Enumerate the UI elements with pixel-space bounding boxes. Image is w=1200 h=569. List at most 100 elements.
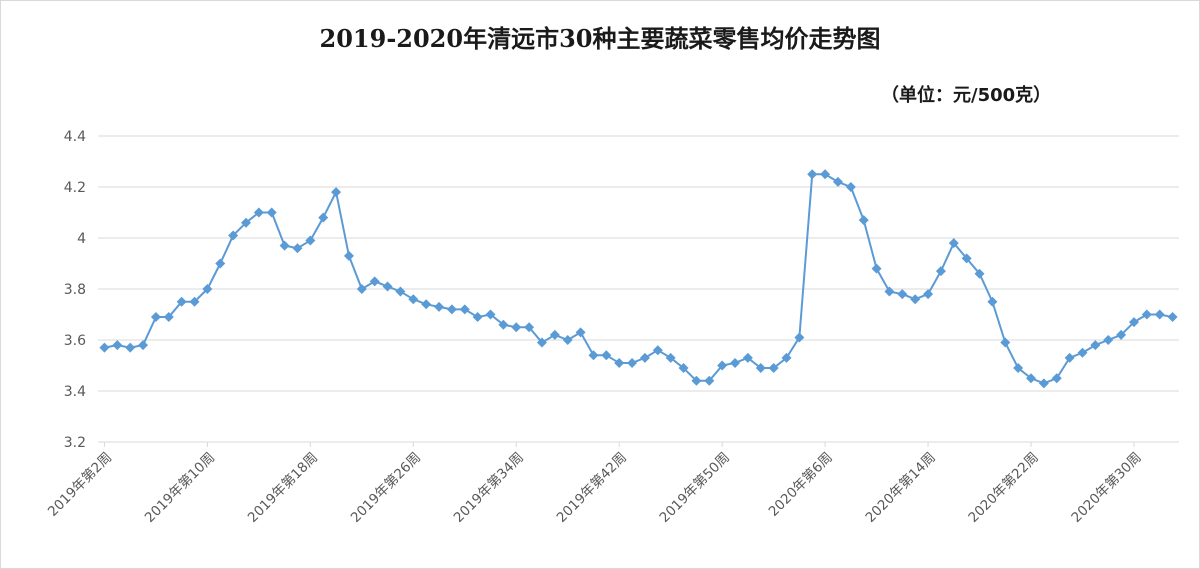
data-point — [1090, 340, 1101, 351]
data-point — [459, 304, 470, 315]
data-point — [575, 327, 586, 338]
data-point — [781, 352, 792, 363]
data-point — [858, 215, 869, 226]
data-point — [627, 357, 638, 368]
y-tick-label: 4 — [77, 231, 86, 247]
y-tick-label: 3.6 — [64, 333, 86, 349]
data-point — [253, 207, 264, 218]
data-point — [768, 363, 779, 374]
data-point — [832, 176, 843, 187]
data-point — [923, 289, 934, 300]
data-point — [1000, 337, 1011, 348]
data-point — [1038, 378, 1049, 389]
data-point — [292, 243, 303, 254]
data-point — [356, 284, 367, 294]
data-point — [948, 238, 959, 249]
data-point — [318, 212, 329, 223]
data-point — [472, 312, 483, 323]
x-tick-label: 2019年第10周 — [141, 449, 218, 526]
data-point — [974, 268, 985, 279]
data-point — [704, 375, 715, 386]
x-tick-label: 2020年第22周 — [965, 449, 1042, 526]
data-point — [125, 342, 136, 353]
x-tick-label: 2019年第50周 — [656, 449, 733, 526]
x-tick-label: 2020年第6周 — [765, 449, 836, 520]
data-point — [884, 286, 895, 297]
x-tick-label: 2019年第34周 — [450, 449, 527, 526]
data-point — [240, 217, 251, 228]
data-point — [485, 309, 496, 320]
data-point — [691, 375, 702, 386]
data-point — [549, 329, 560, 340]
data-point — [421, 299, 432, 310]
x-tick-label: 2019年第42周 — [553, 449, 630, 526]
data-point — [305, 235, 316, 246]
data-point — [446, 304, 457, 315]
data-point — [279, 240, 290, 251]
data-point — [99, 342, 110, 353]
data-point — [1026, 373, 1037, 384]
data-point — [1154, 309, 1165, 320]
data-point — [794, 332, 805, 343]
x-tick-label: 2019年第18周 — [244, 449, 321, 526]
data-point — [665, 352, 676, 363]
data-point — [395, 286, 406, 297]
data-point — [228, 230, 239, 241]
data-point — [1051, 373, 1062, 384]
data-point — [266, 207, 277, 218]
data-point — [434, 301, 445, 312]
data-point — [369, 276, 380, 287]
data-point — [1064, 352, 1075, 363]
data-point — [382, 281, 393, 292]
data-point — [1167, 312, 1178, 323]
data-point — [601, 350, 612, 361]
data-points — [99, 169, 1178, 389]
data-point — [897, 289, 908, 300]
data-point — [202, 284, 213, 294]
y-axis-labels: 3.2 3.4 3.6 3.8 4 4.2 4.4 — [64, 129, 86, 451]
data-point — [331, 187, 342, 198]
y-tick-label: 3.2 — [64, 435, 86, 451]
data-point — [639, 352, 650, 363]
data-point — [871, 263, 882, 274]
x-tick-label: 2020年第14周 — [862, 449, 939, 526]
y-tick-label: 3.8 — [64, 282, 86, 298]
data-point — [755, 363, 766, 374]
data-point — [536, 337, 547, 348]
data-point — [562, 335, 573, 345]
data-point — [112, 340, 123, 351]
data-point — [498, 319, 509, 330]
x-tick-label: 2020年第30周 — [1068, 449, 1145, 526]
data-point — [163, 312, 174, 323]
data-point — [820, 169, 831, 180]
data-point — [1077, 347, 1088, 358]
chart-title: 2019-2020年清远市30种主要蔬菜零售均价走势图 — [319, 24, 881, 53]
y-tick-label: 4.2 — [64, 180, 86, 196]
data-point — [1116, 329, 1127, 340]
data-point — [717, 360, 728, 371]
data-point — [1141, 309, 1152, 320]
data-point — [343, 250, 354, 261]
series-line-layer — [104, 173, 1173, 385]
data-point — [176, 296, 187, 307]
data-point — [678, 363, 689, 374]
data-point — [614, 357, 625, 368]
data-point — [1013, 363, 1024, 374]
data-point — [215, 258, 226, 269]
data-point — [1103, 335, 1114, 345]
data-point — [511, 322, 522, 333]
grid-lines — [98, 135, 1179, 443]
unit-note: （单位：元/500克） — [881, 85, 1052, 106]
y-tick-label: 3.4 — [64, 384, 86, 400]
data-point — [588, 350, 599, 361]
data-point — [189, 296, 200, 307]
data-point — [150, 312, 161, 323]
y-tick-label: 4.4 — [64, 129, 86, 145]
data-point — [742, 352, 753, 363]
x-axis-labels: 2019年第2周 2019年第10周 2019年第18周 2019年第26周 2019年… — [44, 442, 1145, 526]
series-line — [104, 173, 1173, 385]
data-point — [138, 340, 149, 351]
data-point — [961, 253, 972, 264]
